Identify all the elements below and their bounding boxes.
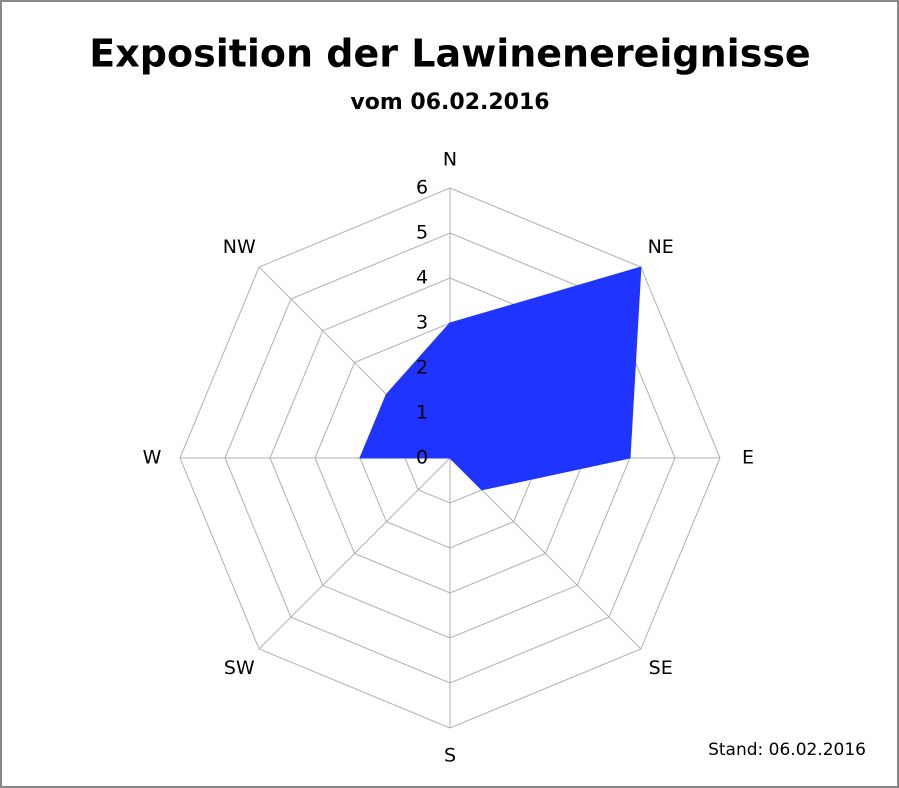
r-tick-label: 4 — [416, 267, 428, 289]
category-label: W — [143, 447, 162, 469]
chart-title: Exposition der Lawinenereignisse — [89, 32, 810, 76]
category-label: SW — [224, 657, 255, 679]
chart-subtitle: vom 06.02.2016 — [350, 90, 549, 115]
category-label: NE — [648, 236, 674, 258]
r-tick-label: 0 — [416, 447, 428, 469]
category-label: S — [444, 745, 456, 767]
r-tick-label: 1 — [416, 402, 428, 424]
r-tick-label: 3 — [416, 312, 428, 334]
note: Stand: 06.02.2016 — [708, 740, 866, 760]
r-tick-label: 6 — [416, 177, 428, 199]
area — [359, 266, 642, 491]
category-label: NW — [223, 236, 256, 258]
category-label: N — [443, 149, 457, 171]
spoke — [258, 457, 451, 650]
r-tick-label: 5 — [416, 222, 428, 244]
category-label: SE — [649, 657, 673, 679]
r-tick-label: 2 — [416, 357, 428, 379]
category-label: E — [742, 447, 754, 469]
